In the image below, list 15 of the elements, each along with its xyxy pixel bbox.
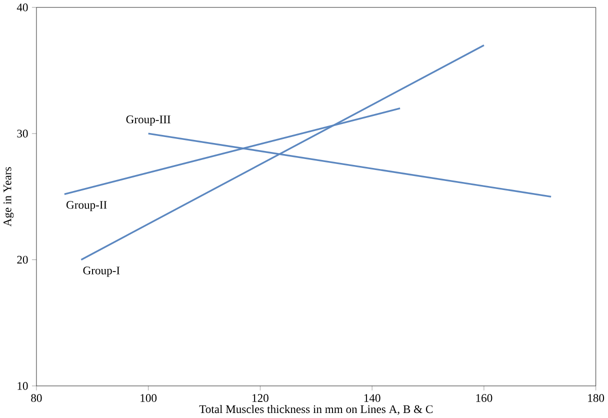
x-tick-label: 80 [31,394,42,402]
series-label: Group-III [126,115,170,126]
x-axis-title: Total Muscles thickness in mm on Lines A, B & C [199,404,433,415]
y-tick-label: 30 [17,130,28,138]
x-tick-label: 160 [476,394,492,402]
x-tick-label: 120 [252,394,268,402]
y-tick-label: 20 [17,256,28,264]
x-tick-label: 140 [364,394,380,402]
y-tick-label: 10 [18,382,28,390]
y-tick-label: 40 [16,3,28,12]
x-tick-label: 100 [140,394,157,402]
y-axis-title: Age in Years [4,167,14,226]
series-label: Group-I [83,266,120,277]
series-label: Group-II [66,200,107,211]
x-tick-label: 180 [588,394,604,402]
